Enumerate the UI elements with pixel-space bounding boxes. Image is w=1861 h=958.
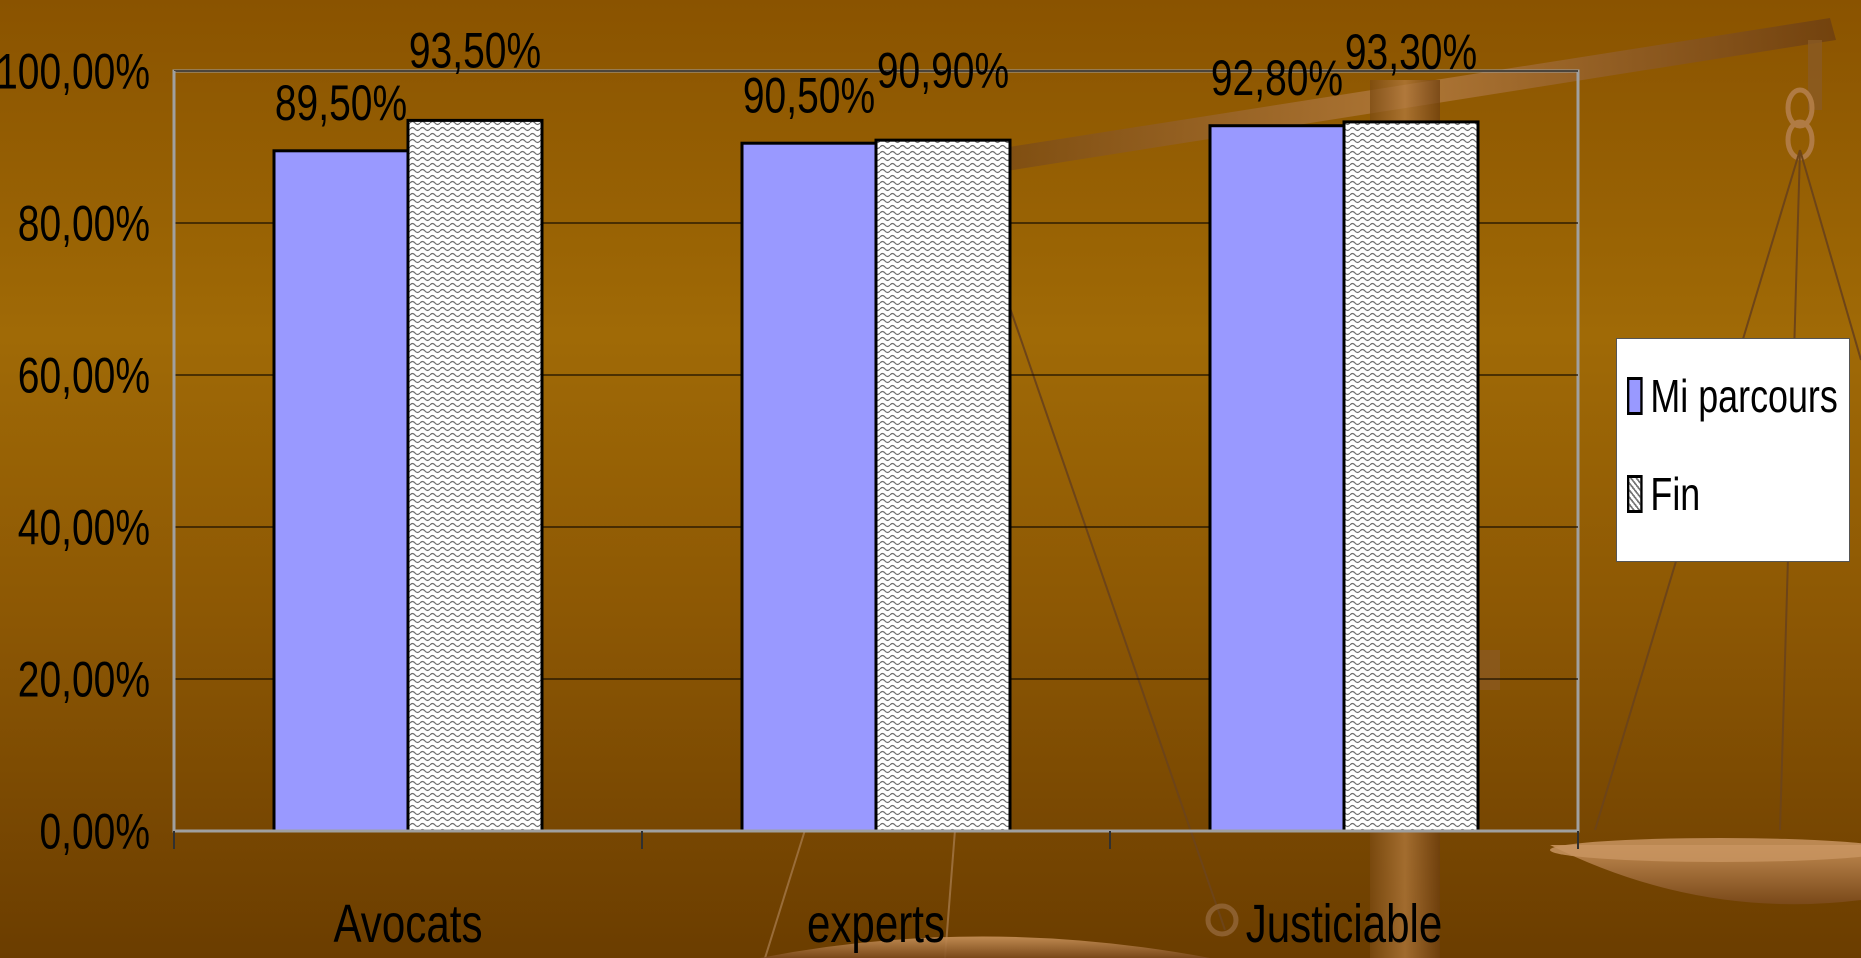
legend-item-fin: Fin xyxy=(1627,467,1700,521)
x-category-label: Justiciable xyxy=(1246,894,1443,954)
legend-swatch-mi-parcours xyxy=(1627,377,1643,415)
data-label: 93,30% xyxy=(1345,23,1477,80)
data-label: 92,80% xyxy=(1211,49,1343,106)
left-scale-pan xyxy=(760,936,1210,958)
labels-group: 0,00% 20,00% 40,00% 60,00% 80,00% 100,00% 89,5… xyxy=(0,22,1477,954)
bar-fin xyxy=(406,118,544,833)
legend: Mi parcours Fin xyxy=(1616,338,1850,562)
legend-swatch-fin xyxy=(1627,475,1643,513)
bar-mi-parcours xyxy=(740,141,878,833)
axes-group xyxy=(172,71,1579,849)
data-label: 90,90% xyxy=(877,42,1009,99)
bar-fin xyxy=(1342,120,1480,833)
x-category-label: experts xyxy=(807,894,945,954)
data-label: 93,50% xyxy=(409,22,541,79)
legend-label: Mi parcours xyxy=(1650,370,1838,422)
data-label: 90,50% xyxy=(743,67,875,124)
data-label: 89,50% xyxy=(275,74,407,131)
y-tick-label: 20,00% xyxy=(18,651,150,708)
y-tick-label: 100,00% xyxy=(0,43,150,100)
x-category-label: Avocats xyxy=(333,894,482,954)
bar-mi-parcours xyxy=(1208,124,1346,833)
bar-fin xyxy=(874,138,1012,833)
bar-mi-parcours xyxy=(272,149,410,833)
y-tick-label: 80,00% xyxy=(18,195,150,252)
legend-label: Fin xyxy=(1650,468,1701,520)
legend-item-mi-parcours: Mi parcours xyxy=(1627,369,1838,423)
y-tick-label: 40,00% xyxy=(18,499,150,556)
y-tick-label: 0,00% xyxy=(39,803,150,860)
bars-group xyxy=(272,118,1480,833)
y-tick-label: 60,00% xyxy=(18,347,150,404)
